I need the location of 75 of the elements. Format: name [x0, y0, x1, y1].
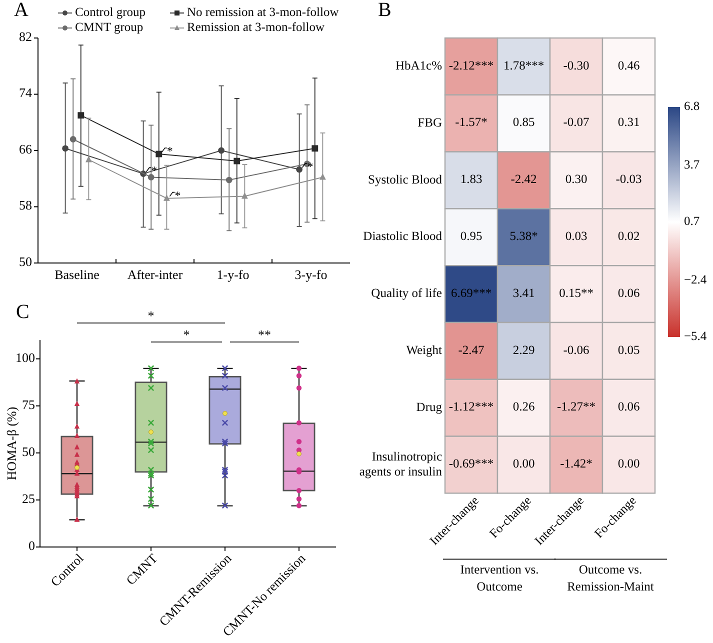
- data-label: -0.30: [563, 58, 590, 72]
- data-label: 0.46: [618, 58, 640, 72]
- y-tick-label: 66: [19, 141, 32, 156]
- y-tick-label: 75: [22, 396, 35, 412]
- data-label: 0.85: [512, 115, 535, 130]
- data-label: -1.42*: [560, 456, 592, 471]
- data-label: 0.00: [618, 456, 640, 471]
- y-tick-label: Systolic Blood: [368, 172, 443, 186]
- text: Intervention vs. Outcome: [460, 562, 539, 594]
- data-label: 0.06: [618, 286, 640, 300]
- annotation: *: [174, 188, 181, 202]
- data-label: -0.69***: [448, 456, 494, 471]
- y-tick-label: Insulinotropic agents or insulin: [359, 449, 443, 478]
- text: Outcome vs. Remission-Maint: [567, 562, 654, 594]
- data-label: -0.03: [616, 172, 642, 186]
- data-label: -2.12***: [448, 58, 494, 72]
- data-label: 1.83: [460, 172, 482, 186]
- y-tick-label: 82: [19, 28, 32, 44]
- data-label: 5.38*: [510, 229, 538, 244]
- data-label: 0.31: [618, 115, 640, 130]
- data-label: -2.47: [458, 342, 484, 357]
- color-bar-label: 3.7: [684, 157, 700, 172]
- y-tick-label: 25: [22, 490, 35, 506]
- annotation: *: [183, 327, 190, 342]
- x-tick-label: 1-y-fo: [216, 267, 250, 282]
- data-label: 0.30: [565, 172, 588, 186]
- x-tick-label: 3-y-fo: [294, 267, 328, 282]
- text: *: [148, 308, 154, 323]
- y-axis-title: HOMA-β (%): [4, 406, 19, 480]
- data-label: -2.42: [510, 172, 537, 186]
- legend-label: Control group: [75, 4, 146, 19]
- data-label: 0.02: [618, 229, 640, 244]
- y-tick-label: Quality of life: [371, 286, 442, 300]
- legend-label: Remission at 3-mon-follow: [187, 20, 324, 34]
- data-label: 0.06: [618, 400, 640, 414]
- data-label: 3.41: [512, 286, 535, 300]
- y-tick-label: Diastolic Blood: [363, 229, 443, 244]
- y-tick-label: 50: [22, 444, 35, 459]
- data-label: -1.27**: [556, 400, 596, 414]
- data-label: 0.26: [512, 400, 535, 414]
- y-tick-label: Drug: [416, 400, 443, 414]
- x-tick-label: After-inter: [127, 267, 184, 282]
- color-bar-label: 0.7: [684, 214, 700, 228]
- color-bar-label: −5.4: [684, 328, 708, 343]
- y-tick-label: 0: [28, 538, 35, 553]
- y-tick-label: 100: [16, 350, 35, 365]
- annotation: *: [166, 144, 173, 158]
- chart-title: B: [378, 0, 392, 21]
- data-label: -1.57*: [455, 115, 488, 130]
- color-bar-label: 6.8: [684, 98, 700, 113]
- data-label: 1.78***: [503, 58, 544, 72]
- y-tick-label: 50: [19, 254, 32, 269]
- data-label: 2.29: [512, 342, 535, 357]
- color-bar-label: −2.4: [684, 272, 708, 286]
- y-tick-label: FBG: [418, 115, 442, 130]
- data-label: 6.69***: [450, 286, 492, 300]
- data-label: 0.15**: [559, 286, 594, 300]
- data-label: -0.06: [563, 342, 590, 357]
- y-tick-label: HbA1c%: [395, 58, 442, 72]
- legend-label: CMNT group: [75, 20, 144, 34]
- y-tick-label: 74: [19, 85, 32, 100]
- chart-title: C: [16, 301, 30, 323]
- chart-title: A: [14, 0, 29, 21]
- data-label: 0.05: [618, 342, 640, 357]
- legend-label: No remission at 3-mon-follow: [187, 4, 339, 19]
- x-tick-label: Baseline: [54, 267, 100, 282]
- data-label: -1.12***: [448, 400, 494, 414]
- data-label: 0.00: [512, 456, 535, 471]
- y-tick-label: Weight: [406, 342, 443, 357]
- annotation: *: [307, 159, 314, 174]
- data-label: 0.03: [565, 229, 588, 244]
- y-tick-label: 58: [19, 198, 32, 213]
- data-label: -0.07: [563, 115, 590, 130]
- data-label: 0.95: [460, 229, 482, 244]
- annotation: **: [258, 327, 271, 342]
